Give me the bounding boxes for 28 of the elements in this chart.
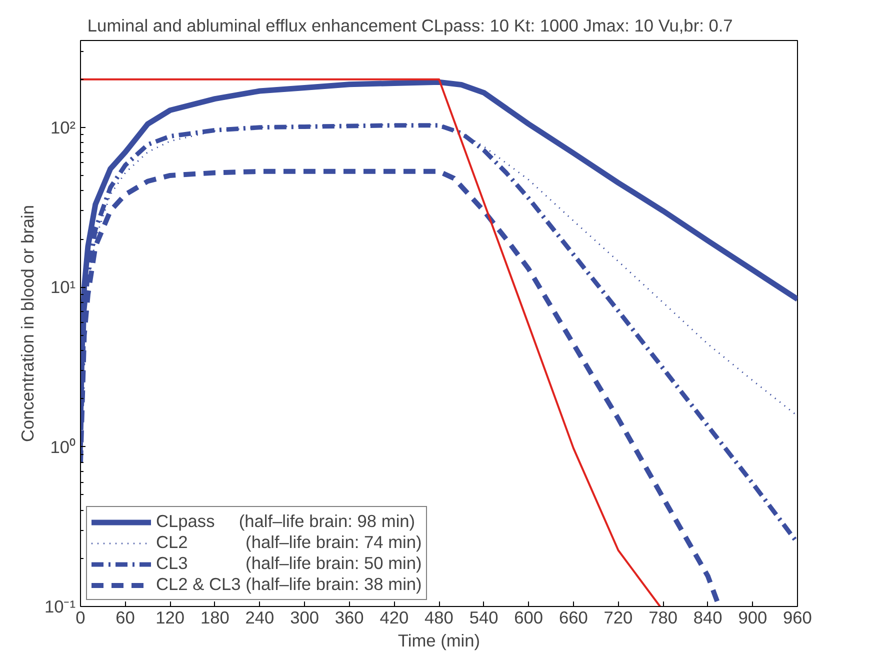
legend-label: CLpass (half–life brain: 98 min) <box>156 511 416 532</box>
x-tick-label: 540 <box>469 608 498 628</box>
x-tick-label: 780 <box>648 608 678 628</box>
x-tick-label: 120 <box>156 608 185 628</box>
y-axis-title: Concentration in blood or brain <box>17 205 38 442</box>
x-tick-label: 960 <box>783 608 812 628</box>
legend-label: CL3 (half–life brain: 50 min) <box>156 553 422 574</box>
y-tick-label: 10⁻¹ <box>44 596 76 616</box>
x-tick-label: 900 <box>738 608 768 628</box>
legend-label: CL2 & CL3 (half–life brain: 38 min) <box>156 574 422 595</box>
x-tick-label: 840 <box>693 608 722 628</box>
x-tick-label: 720 <box>604 608 633 628</box>
x-tick-label: 60 <box>116 608 135 628</box>
x-tick-label: 0 <box>76 608 86 628</box>
x-tick-label: 420 <box>380 608 409 628</box>
chart-title: Luminal and abluminal efflux enhancement CLpass: 10 Kt: 1000 Jmax: 10 Vu,br: 0.7 <box>87 16 733 36</box>
x-tick-label: 600 <box>514 608 544 628</box>
y-tick-label: 10¹ <box>50 277 76 298</box>
legend-label: CL2 (half–life brain: 74 min) <box>156 532 422 553</box>
y-tick-label: 10⁰ <box>50 436 76 457</box>
x-tick-label: 360 <box>334 608 364 628</box>
x-tick-label: 240 <box>245 608 274 628</box>
x-tick-label: 480 <box>424 608 454 628</box>
x-tick-label: 300 <box>290 608 320 628</box>
x-tick-label: 180 <box>200 608 230 628</box>
y-tick-label: 10² <box>50 117 76 138</box>
x-axis-title: Time (min) <box>398 630 480 650</box>
x-tick-label: 660 <box>558 608 588 628</box>
